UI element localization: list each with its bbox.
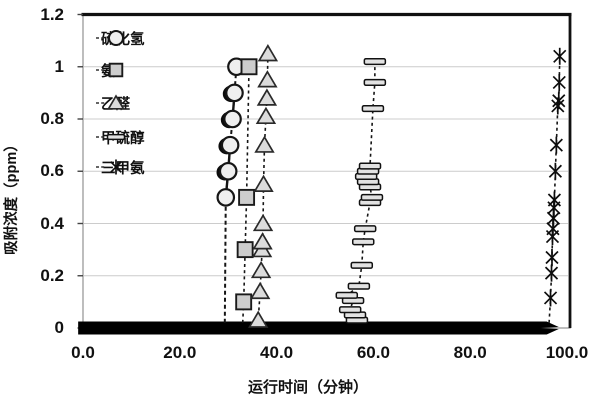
asterisk-marker	[545, 250, 559, 265]
hbar-marker	[335, 291, 359, 299]
y-tick-label: 0.6	[40, 161, 64, 181]
hbar-marker	[358, 162, 382, 170]
legend-item-circle: 硫化氢	[96, 27, 145, 49]
triangle-marker	[252, 232, 273, 250]
y-tick-label: 0.2	[40, 265, 64, 285]
x-tick-label: 40.0	[260, 343, 294, 362]
hbar-marker	[363, 57, 387, 66]
y-tick-label: 1.2	[40, 4, 64, 24]
hbar-marker	[353, 225, 377, 233]
triangle-marker	[257, 44, 279, 62]
x-tick-label: 100.0	[545, 343, 589, 362]
hbar-marker	[351, 238, 375, 246]
triangle-marker	[256, 88, 278, 106]
circle-marker	[218, 161, 238, 181]
y-tick-label: 1	[54, 56, 64, 76]
triangle-marker	[255, 106, 277, 125]
hbar-marker	[347, 282, 371, 290]
hbar-icon	[96, 133, 126, 141]
square-marker	[235, 293, 253, 311]
y-tick-label: 0.8	[40, 109, 64, 128]
triangle-marker	[253, 174, 274, 192]
hbar-marker	[360, 193, 384, 201]
y-tick-label: 0.4	[40, 213, 64, 233]
hbar-marker	[361, 105, 385, 113]
circle-marker	[223, 109, 242, 129]
hbar-marker	[338, 306, 362, 314]
y-tick-label: 0	[54, 318, 64, 337]
hbar-marker	[363, 78, 387, 86]
x-tick-label: 80.0	[453, 343, 487, 362]
triangle-marker	[252, 213, 274, 232]
legend-label: 三甲氨	[101, 160, 145, 177]
asterisk-marker	[543, 291, 558, 305]
asterisk-marker	[552, 75, 566, 90]
x-tick-label: 60.0	[356, 343, 390, 362]
circle-marker	[216, 188, 236, 207]
legend-item-square: 氨	[96, 59, 124, 81]
asterisk-marker	[553, 49, 567, 63]
circle-icon	[96, 30, 124, 46]
legend-item-hbar: 甲硫醇	[96, 126, 145, 148]
triangle-marker	[250, 260, 272, 279]
square-marker	[238, 188, 256, 206]
circle-marker	[225, 83, 244, 103]
asterisk-icon	[96, 159, 122, 175]
x-tick-label: 20.0	[163, 343, 197, 362]
triangle-marker	[249, 281, 271, 300]
square-marker	[240, 58, 258, 76]
asterisk-marker	[544, 266, 559, 280]
triangle-marker	[248, 310, 269, 328]
baseline-band	[78, 321, 559, 335]
triangle-marker	[257, 70, 278, 88]
legend-item-asterisk: 三甲氨	[96, 156, 145, 178]
legend-item-triangle: 乙醛	[96, 92, 130, 114]
asterisk-marker	[549, 138, 563, 152]
asterisk-marker	[547, 193, 562, 207]
square-icon	[96, 62, 124, 78]
triangle-icon	[96, 94, 125, 110]
x-tick-label: 0.0	[71, 343, 95, 362]
hbar-marker	[350, 261, 374, 269]
asterisk-marker	[548, 164, 562, 178]
asterisk-marker	[546, 211, 561, 225]
x-axis-title: 运行时间（分钟）	[247, 379, 368, 396]
asterisk-marker	[552, 94, 566, 108]
square-marker	[236, 241, 254, 259]
circle-marker	[220, 135, 240, 155]
triangle-marker	[254, 135, 275, 153]
asterisk-marker	[546, 222, 560, 236]
asterisk-marker	[551, 99, 565, 113]
